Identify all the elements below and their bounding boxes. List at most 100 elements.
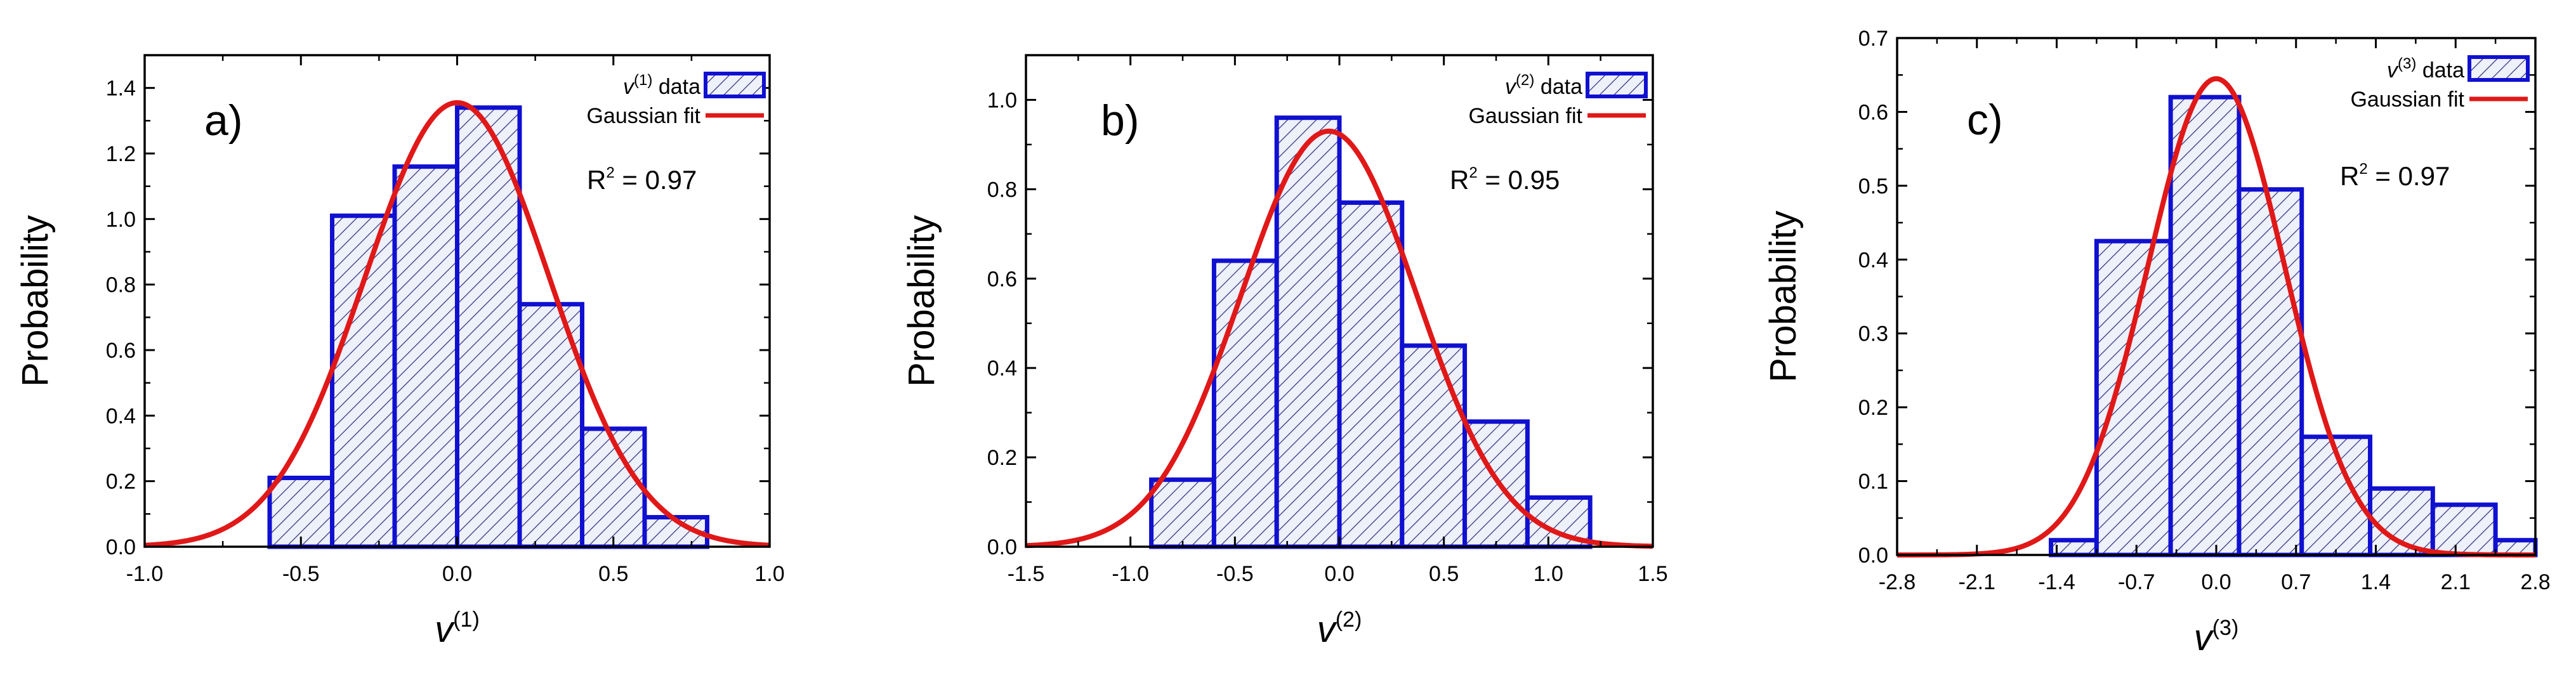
panel-label: a) bbox=[204, 96, 242, 145]
panel-label: b) bbox=[1101, 96, 1139, 145]
histogram-bar bbox=[2049, 538, 2099, 557]
r-squared-annotation: R2 = 0.97 bbox=[587, 164, 697, 195]
x-tick-label: 0.0 bbox=[442, 562, 472, 586]
legend-data-label: v(1) data bbox=[623, 72, 700, 99]
histogram-bar bbox=[1337, 200, 1405, 549]
x-tick-label: -0.5 bbox=[1216, 562, 1254, 586]
histogram-bar bbox=[392, 164, 459, 549]
r-squared-sup: 2 bbox=[1469, 164, 1477, 181]
histogram-bar bbox=[1211, 258, 1279, 549]
gaussian-fit-line bbox=[144, 100, 770, 548]
x-tick-label: -1.5 bbox=[1008, 562, 1045, 586]
r-squared-annotation: R2 = 0.95 bbox=[1450, 164, 1560, 195]
x-tick-label: -0.5 bbox=[282, 562, 320, 586]
histogram-bar bbox=[2094, 238, 2173, 557]
x-tick-label: 2.1 bbox=[2441, 570, 2471, 594]
x-tick-label: -1.4 bbox=[2038, 570, 2075, 594]
legend-fit-label: Gaussian fit bbox=[586, 104, 700, 128]
y-tick-label: 0.6 bbox=[106, 339, 136, 363]
x-tick-label: 1.4 bbox=[2361, 570, 2391, 594]
legend-data-sup: (3) bbox=[2398, 55, 2416, 72]
r-squared-annotation: R2 = 0.97 bbox=[2340, 160, 2450, 191]
r-squared-symbol: R bbox=[587, 165, 606, 195]
legend-data-swatch bbox=[1586, 72, 1648, 98]
x-tick-label: 0.5 bbox=[598, 562, 628, 586]
x-axis-title-var: v bbox=[435, 609, 455, 650]
legend-data-sup: (1) bbox=[634, 72, 652, 89]
histogram-bar bbox=[2168, 95, 2242, 557]
x-axis-title: v(2) bbox=[1317, 608, 1362, 650]
r-squared-sup: 2 bbox=[606, 164, 614, 181]
y-tick-label: 0.4 bbox=[1858, 248, 1888, 272]
x-axis-title-var: v bbox=[1317, 609, 1337, 650]
x-tick-label: 0.7 bbox=[2281, 570, 2311, 594]
histogram-bar bbox=[1274, 115, 1342, 549]
legend-data-sup: (2) bbox=[1516, 72, 1534, 89]
y-tick-label: 0.2 bbox=[987, 446, 1017, 470]
x-axis-title: v(1) bbox=[435, 608, 480, 650]
x-tick-label: 0.0 bbox=[1324, 562, 1354, 586]
panel-label: c) bbox=[1967, 96, 2003, 144]
x-tick-label: -1.0 bbox=[126, 562, 164, 586]
y-tick-label: 0.4 bbox=[106, 404, 136, 428]
legend-data-suffix: data bbox=[1534, 75, 1582, 99]
x-tick-label: -2.8 bbox=[1879, 570, 1916, 594]
gaussian-fit-line bbox=[1896, 76, 2536, 557]
x-tick-label: 2.8 bbox=[2520, 570, 2550, 594]
y-tick-label: 0.0 bbox=[106, 535, 136, 559]
x-axis-title-var: v bbox=[2194, 617, 2214, 658]
chart-panel-3: -2.8 -2.1 -1.4 -0.7 0.0 0.7 1.4 2.1 2.8 0.0 0.1 0.2… bbox=[1763, 27, 2551, 658]
legend-fit-label: Gaussian fit bbox=[2350, 88, 2464, 112]
histogram-bar bbox=[2237, 187, 2304, 557]
legend-data-var: v bbox=[1505, 75, 1517, 99]
chart-panel-2: -1.5 -1.0 -0.5 0.0 0.5 1.0 1.5 0.0 0.2 0.4 0.6 0.8 1… bbox=[901, 54, 1668, 650]
x-tick-label: 1.0 bbox=[754, 562, 784, 586]
legend-data-swatch bbox=[2468, 55, 2530, 82]
r-squared-symbol: R bbox=[2340, 161, 2359, 191]
x-tick-label: -1.0 bbox=[1112, 562, 1149, 586]
histogram-bar bbox=[330, 213, 397, 549]
y-tick-label: 0.6 bbox=[987, 267, 1017, 291]
y-axis-title: Probability bbox=[15, 215, 56, 387]
chart-panel-1: -1.0 -0.5 0.0 0.5 1.0 0.0 0.2 0.4 0.6 0.8 1.0 1.2 1.… bbox=[15, 54, 785, 650]
y-tick-label: 1.2 bbox=[106, 142, 136, 166]
x-tick-label: -0.7 bbox=[2118, 570, 2155, 594]
histogram-bar bbox=[1149, 477, 1216, 549]
y-tick-label: 0.2 bbox=[1858, 396, 1888, 420]
x-tick-label: -2.1 bbox=[1958, 570, 1995, 594]
r-squared-sup: 2 bbox=[2359, 160, 2367, 178]
y-axis-title: Probability bbox=[901, 215, 942, 387]
x-axis-title-sup: (1) bbox=[453, 608, 480, 632]
y-tick-label: 0.8 bbox=[987, 178, 1017, 202]
x-axis-title-sup: (3) bbox=[2212, 616, 2239, 640]
legend-data-suffix: data bbox=[2416, 58, 2464, 82]
histogram-bar bbox=[2430, 502, 2498, 557]
r-squared-value: = 0.97 bbox=[615, 165, 697, 195]
r-squared-value: = 0.97 bbox=[2368, 161, 2450, 191]
y-tick-label: 0.0 bbox=[987, 535, 1017, 559]
x-tick-label: 1.5 bbox=[1638, 562, 1667, 586]
legend-fit-label: Gaussian fit bbox=[1468, 104, 1582, 128]
legend-data-suffix: data bbox=[652, 75, 700, 99]
y-tick-label: 1.0 bbox=[106, 207, 136, 231]
r-squared-symbol: R bbox=[1450, 165, 1469, 195]
y-tick-label: 0.1 bbox=[1858, 470, 1888, 494]
histogram-bar bbox=[1400, 343, 1468, 549]
y-axis-title: Probability bbox=[1763, 211, 1804, 382]
histogram-bar bbox=[267, 476, 334, 549]
y-tick-label: 0.6 bbox=[1858, 100, 1888, 124]
y-tick-label: 0.8 bbox=[106, 273, 136, 297]
y-tick-label: 1.0 bbox=[987, 88, 1017, 112]
y-tick-label: 0.5 bbox=[1858, 174, 1888, 199]
x-tick-label: 0.0 bbox=[2201, 570, 2231, 594]
y-tick-label: 0.2 bbox=[106, 470, 136, 494]
y-tick-label: 0.4 bbox=[987, 356, 1017, 381]
panels: -1.0 -0.5 0.0 0.5 1.0 0.0 0.2 0.4 0.6 0.8 1.0 1.2 1.… bbox=[15, 27, 2551, 658]
y-tick-label: 0.3 bbox=[1858, 322, 1888, 346]
r-squared-value: = 0.95 bbox=[1478, 165, 1560, 195]
x-axis-title-sup: (2) bbox=[1336, 608, 1362, 632]
legend-data-var: v bbox=[623, 75, 635, 99]
legend-data-swatch bbox=[704, 72, 766, 98]
y-tick-label: 0.0 bbox=[1858, 544, 1888, 568]
